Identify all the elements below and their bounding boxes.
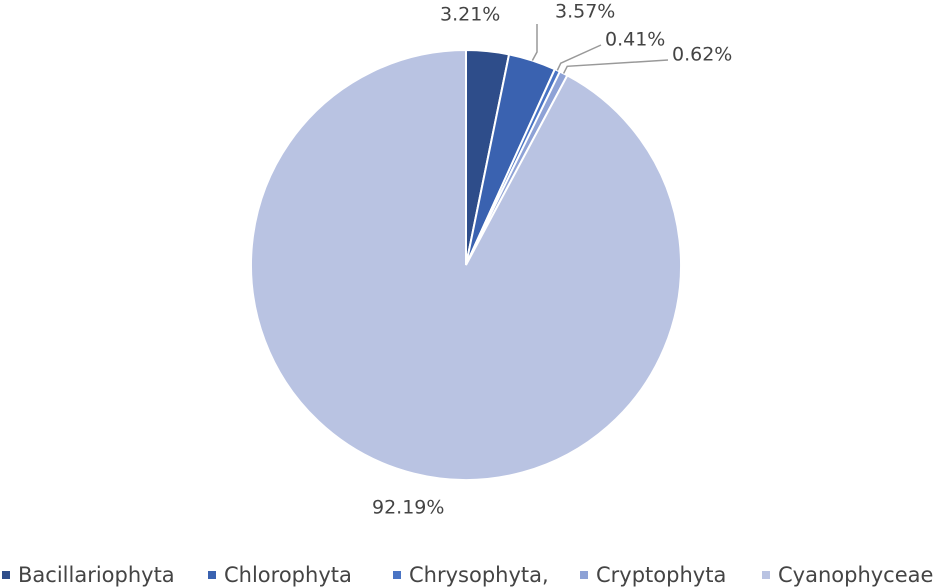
data-label: 0.41% [605,29,665,51]
leader-line [562,59,669,74]
data-label: 0.62% [672,44,732,66]
legend-marker [2,571,10,579]
leader-line [556,44,602,71]
data-label: 3.21% [440,4,500,26]
data-label: 3.57% [555,1,615,23]
legend-label: Chlorophyta [224,563,352,587]
leader-line [531,24,538,61]
legend-label: Cyanophyceae [778,563,933,587]
pie-slice [250,48,682,481]
legend-marker [580,571,588,579]
legend-marker [762,571,770,579]
legend-marker [208,571,216,579]
legend-label: Chrysophyta, [409,563,549,587]
legend-label: Cryptophyta [596,563,726,587]
data-label: 92.19% [372,497,444,519]
legend-label: Bacillariophyta [18,563,175,587]
legend-marker [393,571,401,579]
